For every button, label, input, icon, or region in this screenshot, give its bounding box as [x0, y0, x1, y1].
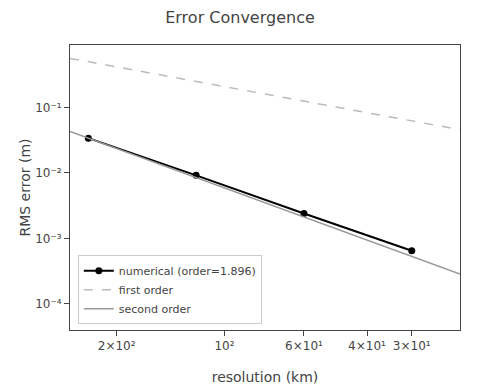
svg-text:3×10¹: 3×10¹	[393, 339, 431, 353]
svg-text:10⁻³: 10⁻³	[35, 232, 62, 246]
svg-text:resolution (km): resolution (km)	[212, 369, 319, 385]
svg-text:first order: first order	[119, 284, 174, 297]
svg-text:4×10¹: 4×10¹	[348, 339, 386, 353]
svg-text:10²: 10²	[214, 339, 234, 353]
svg-text:2×10²: 2×10²	[98, 339, 136, 353]
svg-text:Error Convergence: Error Convergence	[165, 8, 315, 27]
svg-text:10⁻²: 10⁻²	[35, 166, 62, 180]
svg-text:10⁻⁴: 10⁻⁴	[35, 297, 62, 311]
svg-text:10⁻¹: 10⁻¹	[35, 101, 62, 115]
svg-text:RMS error (m): RMS error (m)	[17, 138, 33, 236]
svg-text:numerical (order=1.896): numerical (order=1.896)	[119, 265, 256, 278]
svg-text:6×10¹: 6×10¹	[285, 339, 323, 353]
svg-text:second order: second order	[119, 303, 192, 316]
